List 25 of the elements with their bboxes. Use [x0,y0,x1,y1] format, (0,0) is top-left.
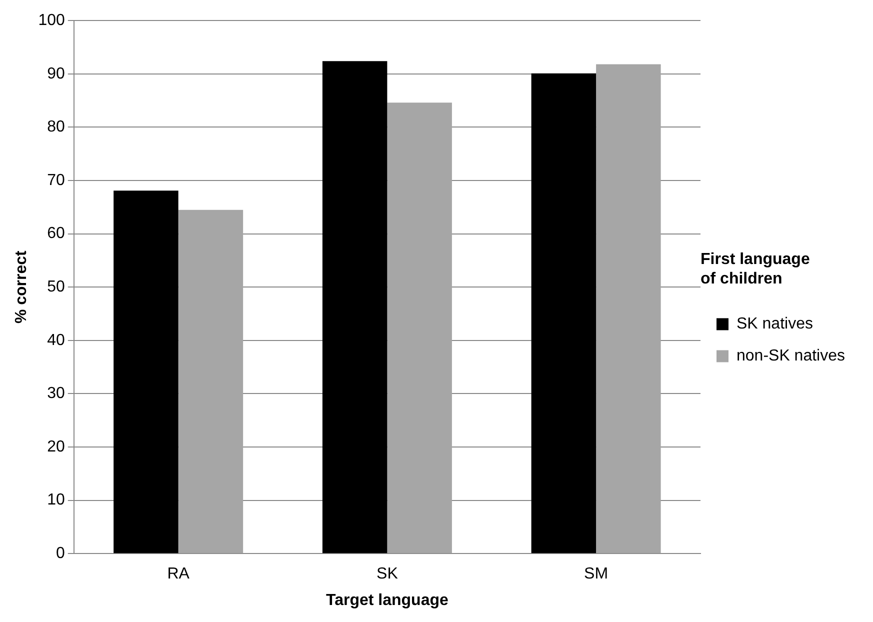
y-tick-label: 20 [47,438,65,456]
y-tick-label: 100 [38,12,65,30]
bar [531,73,596,554]
legend-title: First language of children [700,251,810,288]
legend-label: SK natives [736,316,813,333]
legend-label: non-SK natives [736,348,846,365]
bar [322,61,388,554]
y-tick-label: 70 [47,172,65,189]
y-axis-title: % correct [13,250,30,324]
y-tick-label: 30 [47,385,65,402]
y-tick-label: 50 [47,278,65,296]
y-tick-label: 10 [47,492,65,509]
bar [387,102,452,554]
y-tick-label: 90 [47,65,65,82]
bar [178,210,244,554]
y-tick-label: 80 [47,118,65,136]
y-tick-label: 0 [56,545,65,562]
x-tick-label: SK [376,566,398,583]
y-tick-label: 40 [47,332,65,349]
bar [596,64,661,554]
y-tick-label: 60 [47,225,65,242]
x-tick-label: SM [584,566,608,583]
bar [114,190,178,554]
x-tick-label: RA [167,566,190,583]
x-axis-title: Target language [326,592,448,609]
